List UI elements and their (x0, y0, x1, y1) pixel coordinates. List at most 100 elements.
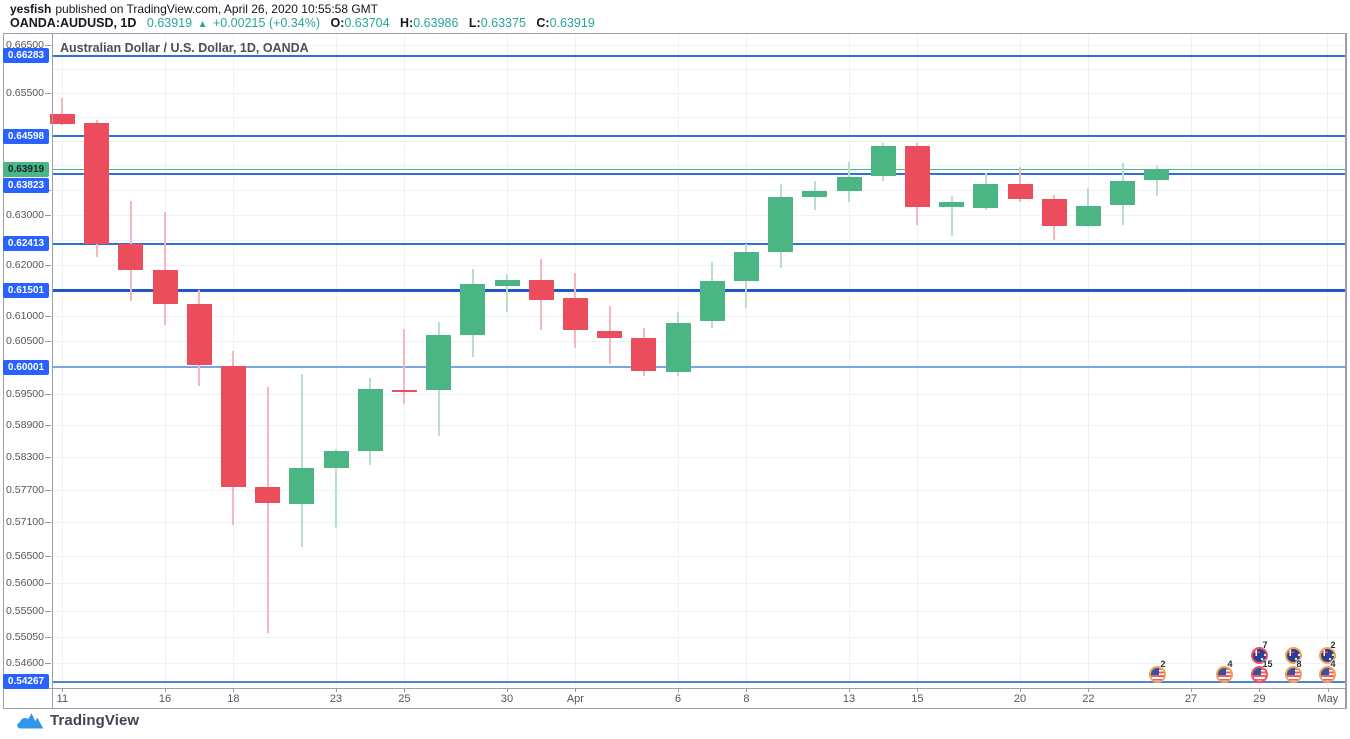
vertical-gridline (1190, 34, 1192, 688)
time-tick-mark (917, 688, 919, 692)
candle (323, 450, 349, 469)
price-tick-label: 0.56000 (6, 577, 44, 590)
horizontal-gridline (52, 92, 1345, 94)
au-flag-icon (1318, 646, 1336, 664)
chart-title: Australian Dollar / U.S. Dollar, 1D, OAN… (60, 41, 309, 55)
price-tick-mark (45, 425, 51, 427)
vertical-gridline (916, 34, 918, 688)
open-value: 0.63704 (344, 16, 390, 30)
up-arrow-icon: ▲ (197, 19, 208, 30)
idea-marker[interactable] (1284, 646, 1302, 664)
idea-marker-count: 2 (1160, 658, 1166, 669)
time-tick-mark (62, 688, 64, 692)
candle (631, 337, 657, 372)
alert-level-line[interactable] (52, 366, 1345, 369)
price-tick-label: 0.54600 (6, 656, 44, 669)
close-value: 0.63919 (549, 16, 595, 30)
candle-wick (266, 386, 269, 634)
candle (289, 468, 315, 504)
idea-marker[interactable]: 8 (1284, 659, 1302, 683)
candle (665, 322, 691, 372)
alert-level-line[interactable] (52, 288, 1345, 292)
horizontal-gridline (52, 341, 1345, 343)
candle-wick (164, 212, 166, 325)
candle (1007, 184, 1033, 200)
candle (836, 176, 862, 192)
time-tick-label: 16 (158, 693, 172, 705)
candle (904, 146, 930, 208)
alert-level-line[interactable] (52, 54, 1345, 57)
price-tick-label: 0.62000 (6, 258, 44, 271)
price-tick-mark (45, 315, 51, 317)
alert-level-line[interactable] (52, 680, 1345, 683)
time-tick-mark (507, 688, 508, 692)
us-flag-icon (1318, 665, 1336, 683)
idea-marker-count: 4 (1330, 658, 1336, 669)
price-tick-label: 0.58900 (6, 419, 44, 432)
candle (768, 196, 794, 253)
horizontal-gridline (52, 264, 1345, 266)
horizontal-gridline (52, 189, 1345, 191)
time-tick-label: 30 (500, 693, 514, 705)
chart-border-bottom (3, 708, 1347, 709)
time-tick-mark (746, 688, 748, 692)
price-tick-label: 0.59500 (6, 387, 44, 400)
candle (733, 252, 759, 282)
us-flag-canton (1286, 667, 1295, 675)
time-tick-label: Apr (566, 693, 584, 705)
price-badge: 0.54267 (3, 674, 49, 690)
idea-marker[interactable]: 2 (1148, 659, 1166, 683)
price-badge: 0.66283 (3, 48, 49, 64)
idea-marker-count: 2 (1330, 639, 1336, 650)
idea-marker[interactable]: 15 (1250, 659, 1273, 683)
high-label: H: (400, 16, 414, 30)
candle (973, 184, 999, 208)
chart-border-top (3, 33, 1346, 34)
candle-wick (61, 97, 64, 126)
candle (186, 304, 212, 365)
idea-marker[interactable]: 7 (1250, 640, 1268, 664)
time-tick-label: 18 (227, 693, 240, 705)
vertical-gridline (164, 34, 166, 688)
price-tick-mark (45, 92, 51, 94)
price-badge: 0.64598 (3, 128, 49, 144)
alert-level-line[interactable] (52, 173, 1345, 176)
candle (84, 123, 110, 245)
price-tick-label: 0.63000 (6, 208, 44, 221)
time-tick-mark (1088, 688, 1090, 692)
vertical-gridline (848, 34, 850, 688)
horizontal-gridline (52, 555, 1345, 557)
price-tick-mark (45, 264, 51, 266)
price-tick-label: 0.60500 (6, 335, 44, 348)
idea-marker[interactable]: 2 (1318, 640, 1336, 664)
tradingview-logo-icon (17, 713, 44, 729)
us-flag-icon (1250, 665, 1268, 683)
candle (1110, 180, 1136, 205)
alert-level-line[interactable] (52, 135, 1345, 138)
idea-marker-count: 8 (1296, 658, 1302, 669)
low-label: L: (468, 16, 481, 30)
time-tick-mark (404, 688, 406, 692)
horizontal-gridline (52, 662, 1345, 664)
alert-level-line[interactable] (52, 242, 1345, 245)
candle (255, 487, 281, 504)
candle (528, 280, 554, 300)
idea-marker[interactable]: 4 (1215, 659, 1233, 683)
time-tick-label: 11 (56, 693, 69, 705)
candle-wick (506, 273, 508, 312)
tradingview-logo[interactable]: TradingView (17, 711, 139, 730)
price-tick-mark (45, 45, 51, 47)
horizontal-gridline (52, 457, 1345, 459)
horizontal-gridline (52, 239, 1345, 241)
idea-marker[interactable]: 4 (1318, 659, 1336, 683)
price-tick-mark (45, 662, 51, 664)
candle (1144, 169, 1170, 180)
last-price-line (52, 168, 1345, 170)
vertical-gridline (1087, 34, 1089, 688)
au-flag-icon (1284, 646, 1302, 664)
candle (49, 113, 75, 124)
time-tick-label: 27 (1184, 693, 1198, 705)
time-tick-mark (678, 688, 679, 692)
